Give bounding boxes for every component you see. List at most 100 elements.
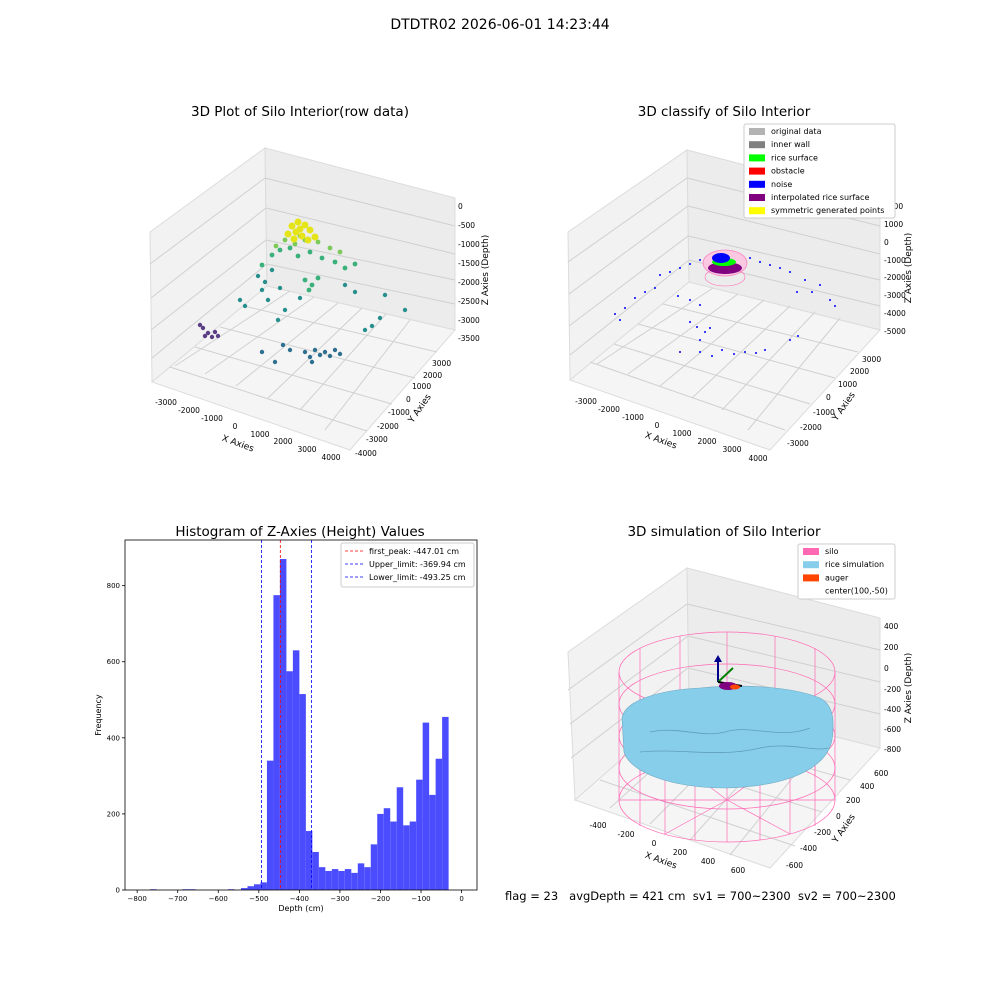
y-axis-label: Y Axies — [830, 812, 858, 845]
histogram-bar — [286, 671, 293, 890]
x-tick-label: −100 — [411, 895, 430, 903]
histogram-bar — [429, 794, 436, 890]
y-tick-labels: -3000 -2000 -1000 0 1000 2000 3000 — [787, 355, 881, 448]
legend-label: inner wall — [771, 140, 810, 149]
histogram-bar — [318, 867, 326, 890]
teal-points — [237, 267, 408, 333]
floor-pane — [150, 285, 456, 451]
status-footer: flag = 23 avgDepth = 421 cm sv1 = 700~23… — [505, 889, 925, 903]
histogram-bar — [312, 851, 319, 890]
histogram-bar — [422, 722, 430, 890]
y-tick-label: -2000 — [800, 423, 822, 432]
z-tick-label: 1000 — [884, 220, 903, 229]
legend-swatch — [803, 574, 819, 582]
sv2-text: sv2 = 700~2300 — [797, 889, 896, 903]
y-tick-label: 600 — [874, 769, 889, 778]
legend: first_peak: -447.01 cm Upper_limit: -369.… — [340, 542, 475, 588]
x-tick-label: 1000 — [250, 430, 269, 439]
z-tick-labels: 2000 1000 0 -1000 -2000 -3000 -4000 -500… — [884, 202, 906, 336]
histogram-bar — [364, 867, 371, 890]
histogram-bar — [338, 870, 345, 890]
legend-label: Upper_limit: -369.94 cm — [369, 560, 466, 569]
legend-swatch — [749, 154, 765, 162]
histogram-bar — [273, 595, 280, 890]
y-tick-label: -600 — [786, 861, 803, 870]
x-tick-label: −500 — [249, 895, 268, 903]
y-tick-label: -4000 — [355, 449, 377, 458]
grid-lines — [567, 177, 881, 431]
histogram-bar — [325, 870, 332, 890]
legend-label: obstacle — [771, 167, 805, 176]
y-tick-label: 800 — [107, 582, 120, 590]
legend-label: auger — [825, 573, 849, 582]
legend-label: interpolated rice surface — [771, 193, 869, 202]
y-tick-label: 1000 — [838, 380, 857, 389]
histogram-bar — [253, 884, 261, 890]
z-tick-label: 0 — [458, 202, 463, 211]
x-tick-label: −600 — [209, 895, 228, 903]
histogram-bar — [377, 813, 384, 890]
y-axis-label: Frequency — [94, 694, 103, 736]
plot-title: 3D classify of Silo Interior — [638, 104, 811, 120]
z-tick-label: -2500 — [458, 297, 480, 306]
y-tick-label: 200 — [846, 796, 861, 805]
x-tick-label: −800 — [128, 895, 147, 903]
histogram-bar — [305, 831, 313, 890]
x-tick-label: 200 — [673, 848, 688, 857]
x-tick-label: 2000 — [697, 437, 716, 446]
figure-title: DTDTR02 2026-06-01 14:23:44 — [390, 17, 610, 33]
z-tick-label: -3000 — [458, 316, 480, 325]
legend-entries: silo rice simulation auger center(100,-50) — [803, 547, 888, 596]
x-tick-label: 0 — [233, 422, 238, 431]
legend-swatch — [803, 561, 819, 569]
threshold-lines — [261, 540, 312, 890]
z-axis-label: Z Axies (Depth) — [481, 235, 491, 306]
histogram-bar — [396, 787, 404, 890]
axes-panes — [149, 147, 456, 451]
histogram-bar — [292, 650, 300, 890]
y-ticks: 0 200 400 600 800 — [107, 582, 125, 895]
y-tick-label: 0 — [116, 887, 120, 895]
x-tick-label: -1000 — [201, 414, 223, 423]
y-tick-label: 0 — [406, 395, 411, 404]
noise-points-top — [712, 253, 730, 263]
histogram-bar — [435, 758, 443, 890]
histogram-bar — [416, 779, 423, 890]
z-tick-label: -3500 — [458, 334, 480, 343]
legend: silo rice simulation auger center(100,-50) — [797, 543, 896, 600]
histogram-bar — [240, 888, 248, 890]
rice-surface-ridges — [639, 727, 829, 753]
legend-label: symmetric generated points — [771, 206, 884, 215]
z-tick-label: -1000 — [458, 240, 480, 249]
sv1-text: sv1 = 700~2300 — [692, 889, 791, 903]
x-tick-label: 3000 — [722, 445, 741, 454]
y-tick-label: -400 — [800, 844, 817, 853]
grid-lines — [149, 177, 456, 432]
histogram-chart: Histogram of Z-Axies (Height) Values −80… — [94, 524, 478, 913]
legend: original data inner wall rice surface obsta… — [743, 123, 896, 219]
histogram-bar — [331, 869, 339, 890]
legend-swatch — [749, 141, 765, 149]
z-tick-label: -400 — [884, 705, 901, 714]
z-axis-label: Z Axies (Depth) — [904, 653, 914, 724]
x-ticks: −800 −700 −600 −500 −400 −300 −200 −100 0 — [128, 890, 464, 903]
histogram-bar — [370, 844, 378, 890]
y-tick-label: 200 — [107, 810, 120, 818]
y-tick-label: -3000 — [366, 435, 388, 444]
yellow-points-peak — [284, 218, 319, 244]
x-tick-label: 0 — [655, 421, 660, 430]
z-tick-label: -5000 — [884, 327, 906, 336]
classify-3d-plot: 3D classify of Silo Interior — [567, 104, 914, 463]
histogram-bar — [279, 559, 287, 890]
legend-swatch — [749, 167, 765, 175]
y-tick-labels: -4000 -3000 -2000 -1000 0 1000 2000 3000 — [355, 359, 451, 458]
x-tick-label: −200 — [371, 895, 390, 903]
legend-label: silo — [825, 547, 839, 556]
x-tick-label: 4000 — [748, 454, 767, 463]
avg-depth-text: avgDepth = 421 cm — [569, 889, 686, 903]
z-tick-label: -2000 — [458, 278, 480, 287]
x-tick-label: -3000 — [155, 398, 177, 407]
legend-swatch — [749, 180, 765, 188]
y-tick-label: -1000 — [388, 408, 410, 417]
z-tick-label: 200 — [884, 643, 899, 652]
